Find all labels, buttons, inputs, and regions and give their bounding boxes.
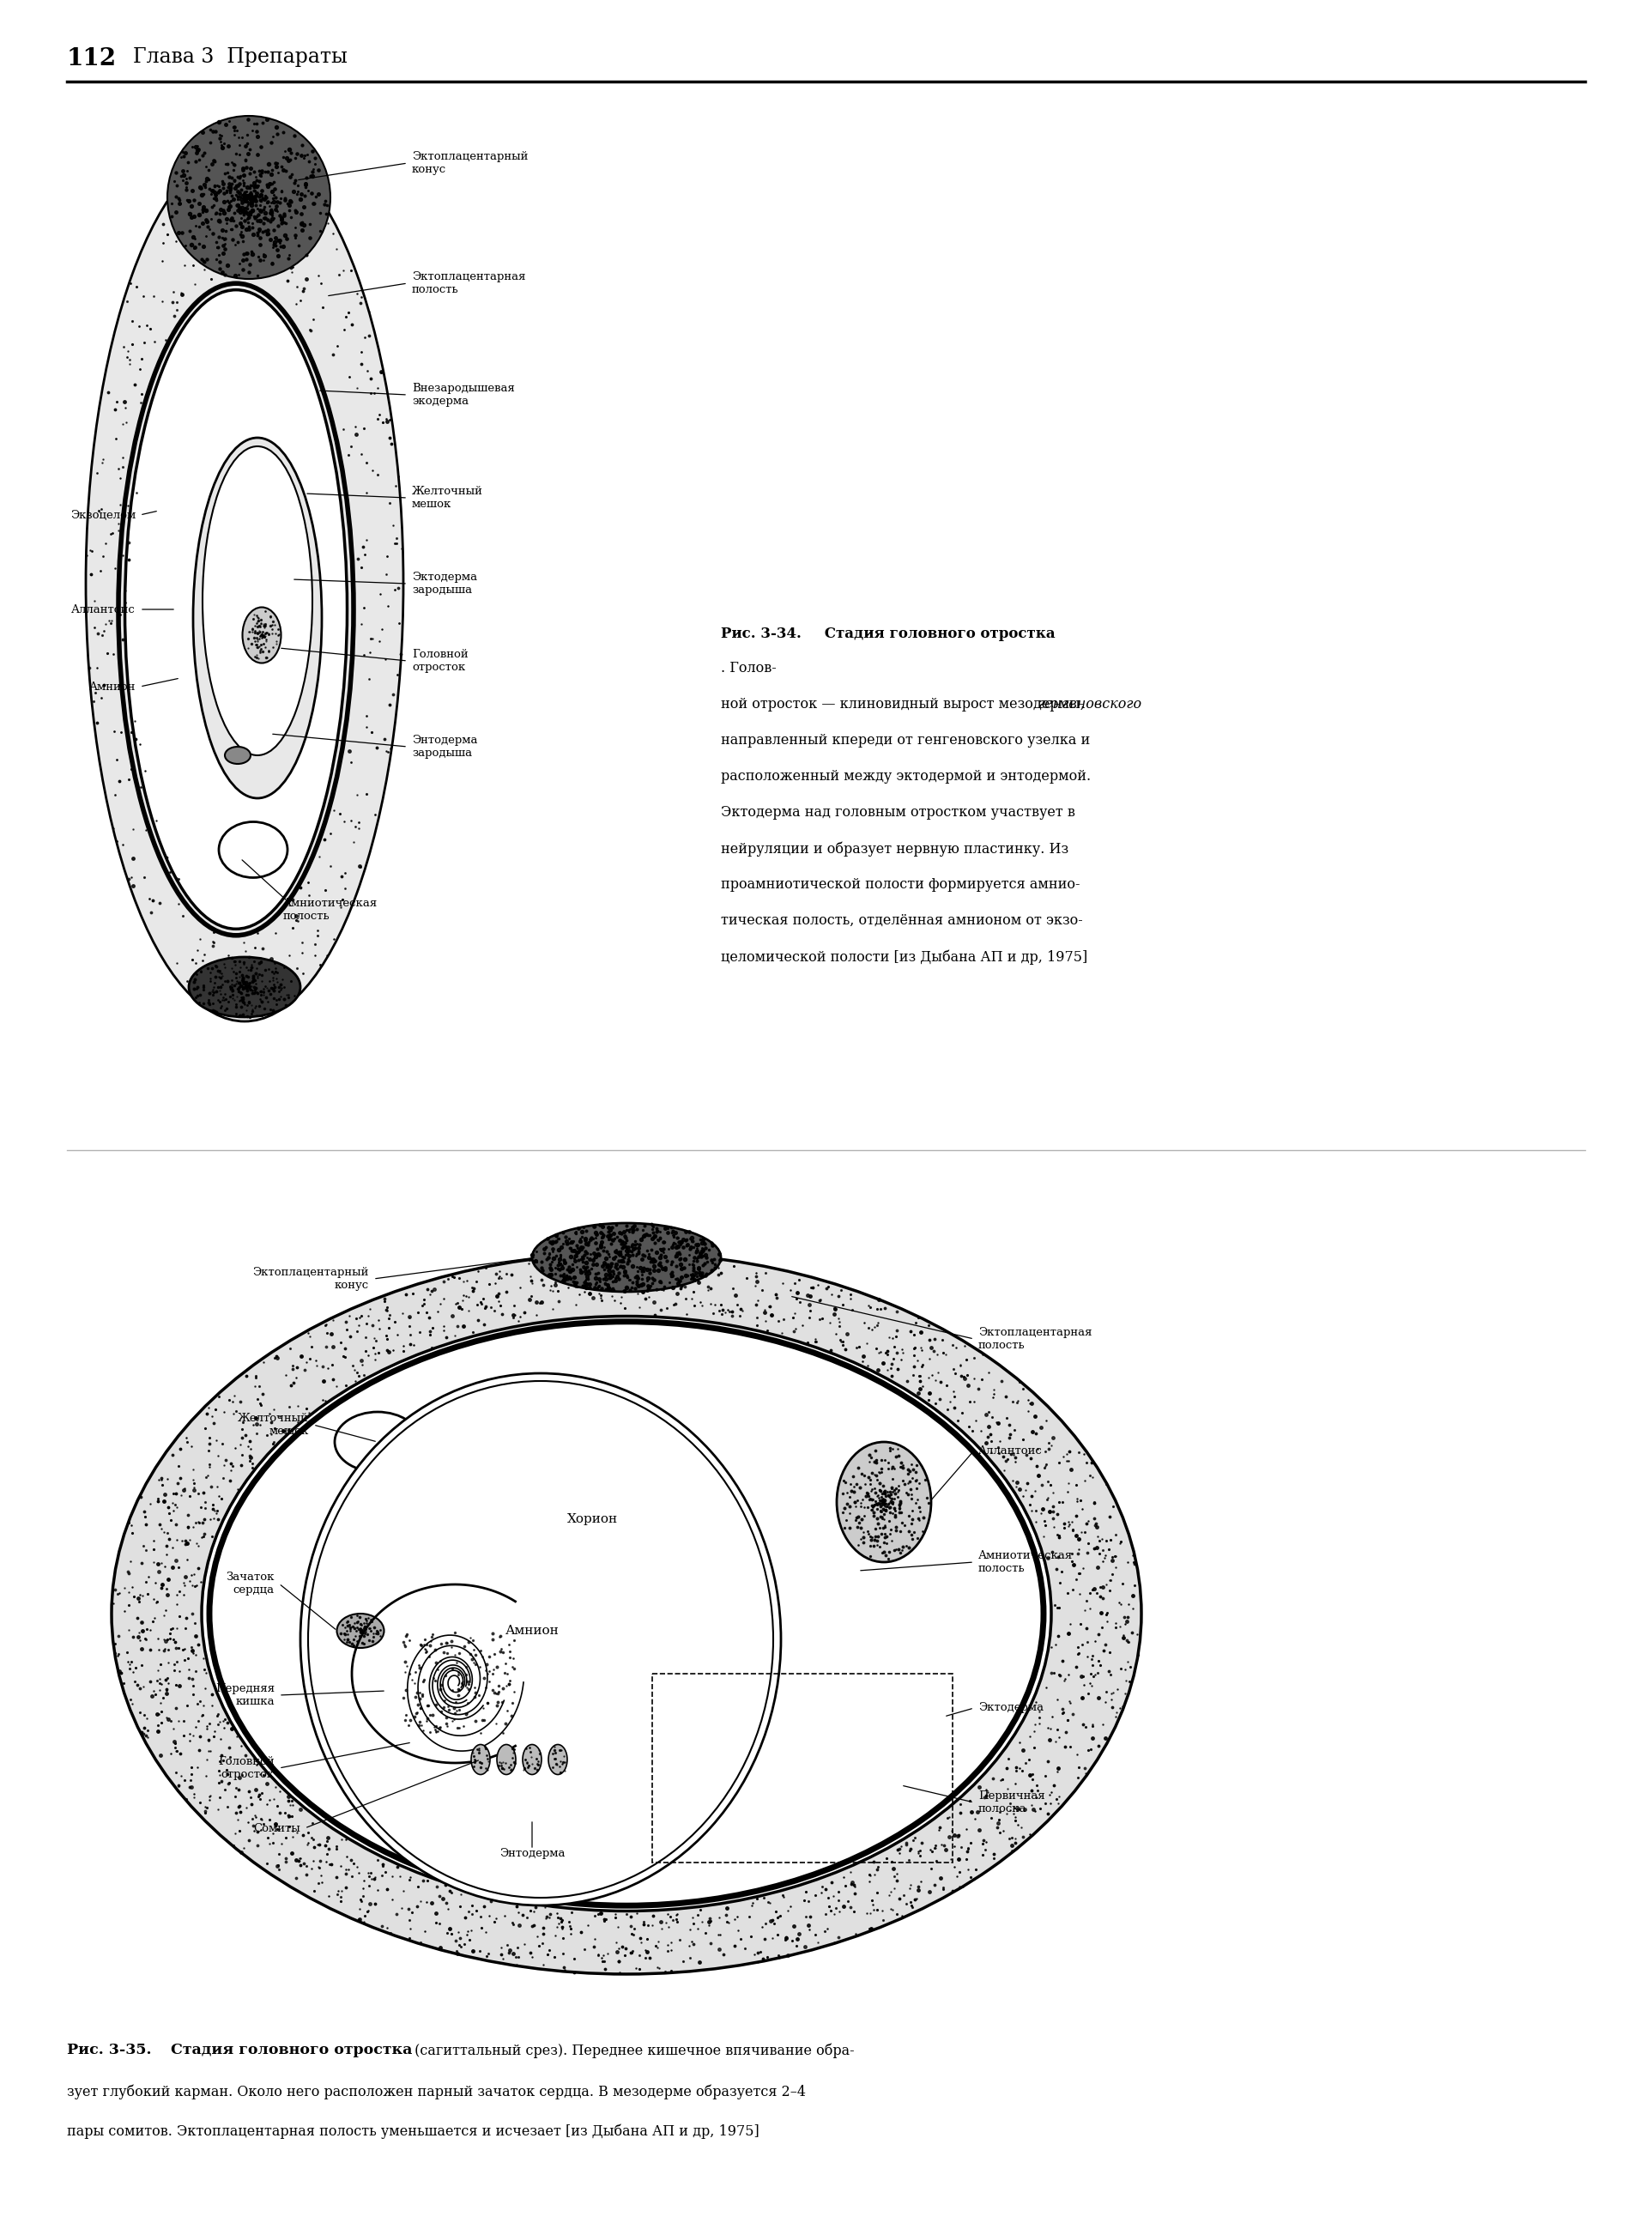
Text: Аллантоис: Аллантоис [71,603,135,614]
Text: Амниотическая
полость: Амниотическая полость [282,898,378,922]
Ellipse shape [188,958,301,1018]
Text: Энтодерма: Энтодерма [499,1849,565,1860]
Text: Эктодерма над головным отростком участвует в: Эктодерма над головным отростком участву… [720,805,1075,820]
Text: ной отросток — клиновидный вырост мезодермы,: ной отросток — клиновидный вырост мезоде… [720,696,1085,712]
Ellipse shape [301,1372,781,1904]
Text: расположенный между эктодермой и энтодермой.: расположенный между эктодермой и энтодер… [720,769,1090,783]
Ellipse shape [243,607,281,663]
Text: 112: 112 [68,47,117,71]
Ellipse shape [193,437,322,798]
Text: Желточный
мешок: Желточный мешок [411,486,482,510]
Text: Аллантоис: Аллантоис [978,1445,1042,1457]
Text: Амниотическая
полость: Амниотическая полость [978,1550,1072,1574]
Text: зует глубокий карман. Около него расположен парный зачаток сердца. В мезодерме о: зует глубокий карман. Около него располо… [68,2084,806,2099]
Text: Желточный
мешок: Желточный мешок [238,1412,309,1437]
Text: направленный кпереди от генгеновского узелка и: направленный кпереди от генгеновского уз… [720,734,1090,747]
Ellipse shape [836,1441,932,1563]
Ellipse shape [548,1745,567,1774]
Text: Рис. 3-35.: Рис. 3-35. [68,2042,152,2057]
Text: Стадия головного отростка: Стадия головного отростка [819,627,1056,641]
Text: генгеновского: генгеновского [1039,696,1142,712]
Ellipse shape [337,1614,383,1647]
Ellipse shape [202,1317,1051,1911]
Text: Экзоцелом: Экзоцелом [69,510,135,521]
Ellipse shape [167,115,330,279]
Text: Эктодерма: Эктодерма [978,1703,1044,1714]
Ellipse shape [225,747,251,765]
Text: проамниотической полости формируется амнио-: проамниотической полости формируется амн… [720,878,1080,891]
Ellipse shape [203,446,312,756]
Text: Рис. 3-34.: Рис. 3-34. [720,627,801,641]
Bar [653,1674,953,1862]
Ellipse shape [522,1745,542,1774]
Ellipse shape [471,1745,491,1774]
Ellipse shape [532,1224,720,1293]
Ellipse shape [112,1253,1142,1973]
Text: Эктоплацентарный
конус: Эктоплацентарный конус [411,151,529,175]
Text: Энтодерма
зародыша: Энтодерма зародыша [411,734,477,758]
Ellipse shape [126,290,347,929]
Text: Амнион: Амнион [89,681,135,692]
Text: тическая полость, отделённая амнионом от экзо-: тическая полость, отделённая амнионом от… [720,913,1082,929]
Text: Первичная
полоска: Первичная полоска [978,1791,1046,1814]
Text: Головной
отросток: Головной отросток [411,650,468,674]
Text: Хорион: Хорион [567,1514,618,1525]
Text: пары сомитов. Эктоплацентарная полость уменьшается и исчезает [из Дыбана АП и др: пары сомитов. Эктоплацентарная полость у… [68,2124,760,2139]
Text: . Голов-: . Голов- [720,661,776,676]
Text: Передняя
кишка: Передняя кишка [215,1683,274,1707]
Text: Внезародышевая
экодерма: Внезародышевая экодерма [411,384,515,408]
Text: Эктоплацентарная
полость: Эктоплацентарная полость [411,270,525,295]
Text: Сомиты: Сомиты [253,1822,301,1833]
Ellipse shape [218,823,287,878]
Text: Глава 3  Препараты: Глава 3 Препараты [134,47,347,67]
Text: (сагиттальный срез). Переднее кишечное впячивание обра-: (сагиттальный срез). Переднее кишечное в… [410,2042,854,2057]
Text: Эктоплацентарный
конус: Эктоплацентарный конус [253,1266,368,1290]
Text: нейруляции и образует нервную пластинку. Из: нейруляции и образует нервную пластинку.… [720,840,1069,856]
Ellipse shape [497,1745,515,1774]
Text: Стадия головного отростка: Стадия головного отростка [165,2042,413,2057]
Text: Эктодерма
зародыша: Эктодерма зародыша [411,572,477,596]
Text: целомической полости [из Дыбана АП и др, 1975]: целомической полости [из Дыбана АП и др,… [720,949,1087,964]
Ellipse shape [86,146,403,1022]
Text: Зачаток
сердца: Зачаток сердца [226,1572,274,1596]
Text: Эктоплацентарная
полость: Эктоплацентарная полость [978,1328,1092,1350]
Text: Головной
отросток: Головной отросток [218,1756,274,1780]
Ellipse shape [335,1412,421,1472]
Text: Амнион: Амнион [506,1625,558,1636]
